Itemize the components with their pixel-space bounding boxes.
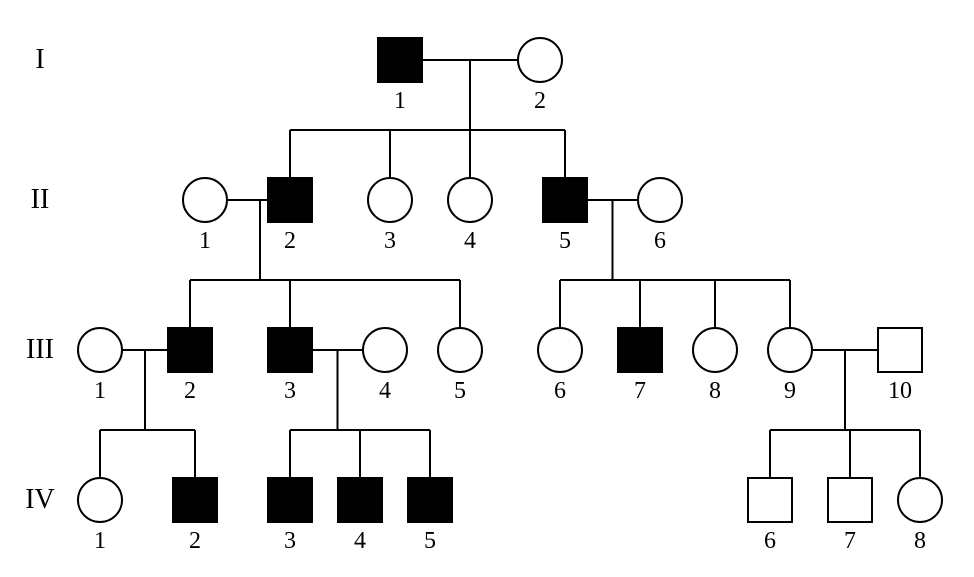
individual-label: 6 — [654, 228, 666, 254]
individual-label: 1 — [199, 228, 211, 254]
generation-label: III — [26, 334, 54, 365]
individual-label: 8 — [709, 378, 721, 404]
individual-label: 7 — [844, 528, 856, 554]
individual-label: 1 — [394, 88, 406, 114]
individual-label: 3 — [284, 378, 296, 404]
individual-label: 5 — [454, 378, 466, 404]
individual-label: 5 — [424, 528, 436, 554]
generation-label: I — [35, 44, 44, 75]
generation-label: IV — [25, 484, 55, 515]
individual-label: 6 — [554, 378, 566, 404]
individual-label: 2 — [284, 228, 296, 254]
individual-label: 10 — [888, 378, 912, 404]
individual-label: 2 — [189, 528, 201, 554]
individual-label: 3 — [284, 528, 296, 554]
individual-label: 2 — [184, 378, 196, 404]
individual-label: 5 — [559, 228, 571, 254]
individual-label: 9 — [784, 378, 796, 404]
individual-label: 4 — [379, 378, 391, 404]
individual-label: 4 — [354, 528, 366, 554]
individual-label: 4 — [464, 228, 476, 254]
individual-label: 1 — [94, 378, 106, 404]
generation-label: II — [31, 184, 50, 215]
individual-label: 2 — [534, 88, 546, 114]
individual-label: 1 — [94, 528, 106, 554]
individual-label: 8 — [914, 528, 926, 554]
pedigree-diagram: IIIIIIIV121234561234567891012345678 — [0, 0, 974, 577]
individual-label: 3 — [384, 228, 396, 254]
individual-label: 7 — [634, 378, 646, 404]
individual-label: 6 — [764, 528, 776, 554]
